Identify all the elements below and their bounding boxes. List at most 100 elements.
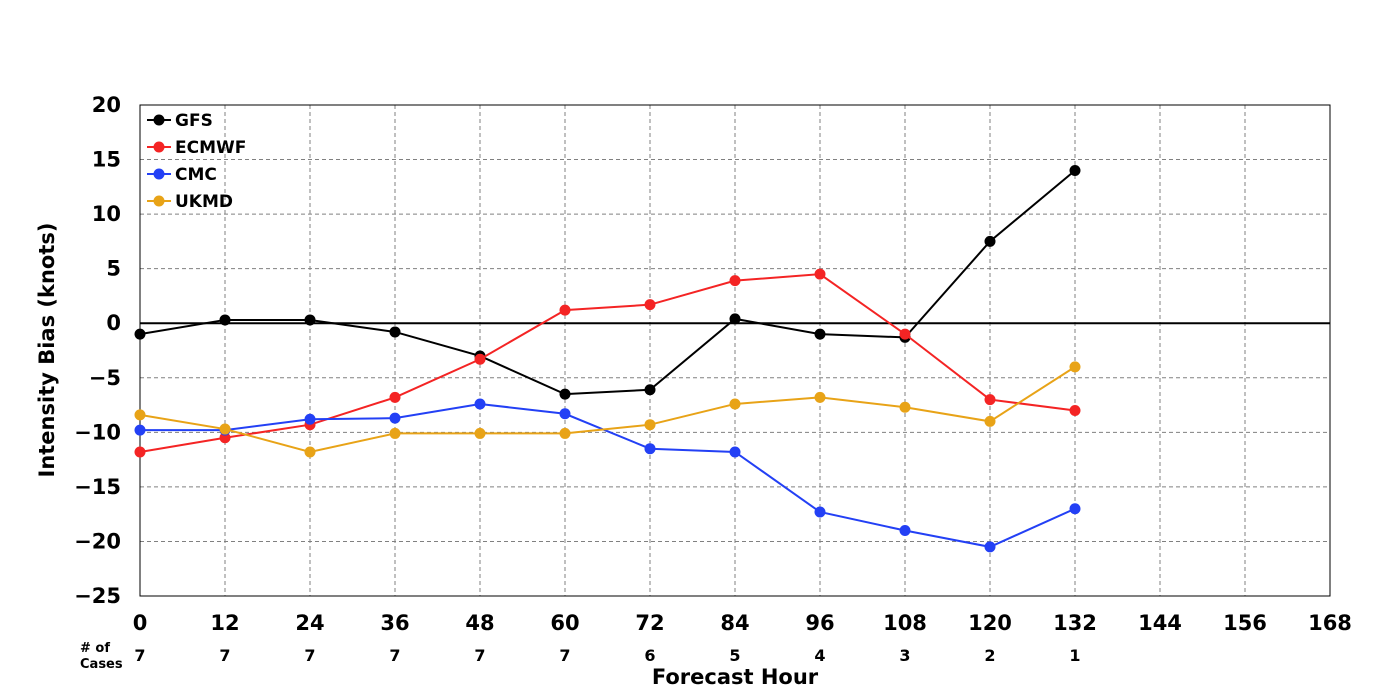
series-ukmd — [134, 361, 1081, 458]
point-cmc-72 — [644, 443, 656, 455]
legend-item-gfs: GFS — [147, 111, 213, 131]
point-cmc-132 — [1069, 503, 1081, 515]
x-tick-label-144: 144 — [1138, 611, 1182, 635]
legend: GFS ECMWF CMC UKMD — [147, 111, 246, 212]
cases-count-84: 5 — [729, 646, 740, 665]
point-ukmd-108 — [899, 401, 911, 413]
x-tick-labels: 0 12 24 36 48 60 72 84 96 108 120 132 144 156 168 — [133, 611, 1352, 635]
x-tick-label-0: 0 — [133, 611, 148, 635]
point-cmc-84 — [729, 446, 741, 458]
cases-label-line2: Cases — [80, 657, 123, 672]
cases-count-48: 7 — [474, 646, 485, 665]
point-gfs-0 — [134, 328, 146, 340]
y-tick-label-20: 20 — [92, 93, 121, 117]
point-gfs-120 — [984, 235, 996, 247]
x-tick-label-156: 156 — [1223, 611, 1267, 635]
point-ukmd-96 — [814, 391, 826, 403]
x-tick-label-168: 168 — [1308, 611, 1352, 635]
y-tick-label-10: 10 — [92, 202, 121, 226]
cases-count-36: 7 — [389, 646, 400, 665]
y-tick-label--5: −5 — [89, 366, 121, 390]
series-layer — [134, 164, 1081, 553]
cases-count-120: 2 — [984, 646, 995, 665]
series-cmc — [134, 398, 1081, 553]
legend-label-ukmd: UKMD — [175, 192, 233, 212]
point-ukmd-60 — [559, 427, 571, 439]
point-ecmwf-84 — [729, 275, 741, 287]
x-axis-title: Forecast Hour — [652, 665, 819, 689]
legend-item-cmc: CMC — [147, 165, 217, 185]
legend-label-gfs: GFS — [175, 111, 213, 131]
cases-label-line1: # of — [80, 641, 110, 656]
legend-swatch-marker-gfs — [153, 114, 165, 126]
point-ukmd-24 — [304, 446, 316, 458]
cases-count-108: 3 — [899, 646, 910, 665]
legend-swatch-marker-ecmwf — [153, 141, 165, 153]
point-cmc-108 — [899, 525, 911, 537]
point-cmc-120 — [984, 541, 996, 553]
point-ukmd-120 — [984, 415, 996, 427]
point-ecmwf-48 — [474, 353, 486, 365]
point-cmc-36 — [389, 412, 401, 424]
legend-swatch-marker-cmc — [153, 168, 165, 180]
point-ecmwf-96 — [814, 268, 826, 280]
point-ecmwf-36 — [389, 391, 401, 403]
point-cmc-24 — [304, 413, 316, 425]
x-tick-label-72: 72 — [635, 611, 664, 635]
series-line-cmc — [140, 402, 1076, 548]
y-axis-title: Intensity Bias (knots) — [35, 223, 59, 478]
x-tick-label-48: 48 — [465, 611, 494, 635]
point-ukmd-84 — [729, 398, 741, 410]
series-line-gfs — [139, 169, 1076, 396]
point-ukmd-132 — [1069, 361, 1081, 373]
plot-frame — [139, 104, 1331, 597]
x-tick-label-132: 132 — [1053, 611, 1097, 635]
series-line-ukmd — [139, 366, 1076, 454]
cases-count-60: 7 — [559, 646, 570, 665]
point-ukmd-48 — [474, 427, 486, 439]
point-cmc-48 — [474, 398, 486, 410]
y-tick-label--15: −15 — [74, 475, 121, 499]
y-tick-label-15: 15 — [92, 148, 121, 172]
x-tick-label-12: 12 — [210, 611, 239, 635]
x-tick-label-60: 60 — [550, 611, 579, 635]
point-gfs-12 — [219, 314, 231, 326]
cases-count-0: 7 — [134, 646, 145, 665]
cases-count-96: 4 — [814, 646, 825, 665]
grid-lines — [140, 105, 1330, 596]
cases-count-132: 1 — [1069, 646, 1080, 665]
point-ecmwf-0 — [134, 446, 146, 458]
point-ukmd-12 — [219, 423, 231, 435]
point-ecmwf-108 — [899, 328, 911, 340]
x-tick-label-96: 96 — [805, 611, 834, 635]
x-tick-label-24: 24 — [295, 611, 324, 635]
point-ecmwf-120 — [984, 394, 996, 406]
point-ecmwf-12 — [219, 432, 231, 444]
point-ukmd-72 — [644, 419, 656, 431]
series-ecmwf — [134, 268, 1081, 458]
legend-swatch-marker-ukmd — [153, 195, 165, 207]
point-gfs-60 — [559, 388, 571, 400]
legend-item-ecmwf: ECMWF — [147, 138, 246, 158]
point-ecmwf-72 — [644, 299, 656, 311]
legend-label-ecmwf: ECMWF — [175, 138, 246, 158]
point-ecmwf-60 — [559, 304, 571, 316]
y-tick-label--25: −25 — [74, 584, 121, 608]
series-line-ecmwf — [139, 273, 1076, 453]
point-gfs-96 — [814, 328, 826, 340]
point-ukmd-36 — [389, 427, 401, 439]
series-gfs — [134, 164, 1081, 400]
x-tick-label-84: 84 — [720, 611, 749, 635]
y-tick-labels: −25 −20 −15 −10 −5 0 5 10 15 20 — [74, 93, 121, 608]
point-cmc-60 — [559, 408, 571, 420]
cases-row: # of Cases 7 7 7 7 7 7 6 5 4 3 2 1 — [80, 641, 1081, 672]
y-tick-label--10: −10 — [74, 420, 121, 444]
legend-item-ukmd: UKMD — [147, 192, 233, 212]
y-tick-label-0: 0 — [106, 311, 121, 335]
point-gfs-36 — [389, 326, 401, 338]
legend-label-cmc: CMC — [175, 165, 217, 185]
cases-count-12: 7 — [219, 646, 230, 665]
point-ukmd-0 — [134, 409, 146, 421]
x-tick-label-108: 108 — [883, 611, 927, 635]
